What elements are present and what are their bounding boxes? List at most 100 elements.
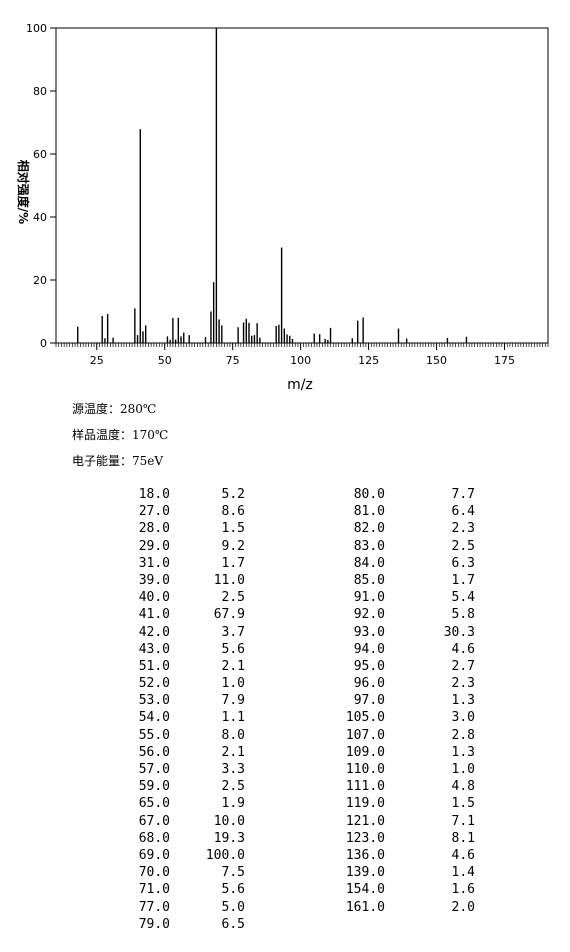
intensity-value: 3.0 bbox=[451, 710, 475, 726]
intensity-value: 67.9 bbox=[213, 607, 245, 623]
intensity-value: 1.5 bbox=[451, 796, 475, 812]
plot-frame bbox=[55, 27, 549, 344]
mz-value: 27.0 bbox=[138, 504, 170, 520]
y-tick-label: 40 bbox=[33, 211, 47, 224]
mz-value: 31.0 bbox=[138, 555, 170, 571]
intensity-value: 2.3 bbox=[451, 521, 475, 537]
mz-value: 42.0 bbox=[138, 624, 170, 640]
x-tick-label: 75 bbox=[226, 354, 240, 367]
intensity-value: 5.2 bbox=[221, 487, 245, 502]
mz-value: 41.0 bbox=[138, 607, 170, 623]
intensity-value: 1.6 bbox=[451, 882, 475, 898]
x-minor-ticks bbox=[55, 343, 549, 347]
mz-value: 96.0 bbox=[353, 676, 385, 692]
y-tick-label: 100 bbox=[26, 22, 47, 35]
mz-value: 69.0 bbox=[138, 847, 170, 863]
mz-value: 39.0 bbox=[138, 572, 170, 588]
mz-value: 110.0 bbox=[345, 762, 385, 777]
intensity-value: 1.7 bbox=[451, 572, 475, 588]
mz-value: 136.0 bbox=[345, 847, 385, 863]
intensity-value: 7.5 bbox=[221, 865, 245, 881]
mz-value: 95.0 bbox=[353, 658, 385, 674]
intensity-value: 2.3 bbox=[451, 676, 475, 692]
intensity-value: 2.0 bbox=[451, 899, 475, 915]
mz-value: 161.0 bbox=[345, 899, 385, 915]
mz-value: 28.0 bbox=[138, 521, 170, 537]
intensity-value: 1.9 bbox=[221, 796, 245, 812]
intensity-value: 1.7 bbox=[221, 555, 245, 571]
intensity-value: 2.5 bbox=[221, 590, 245, 606]
intensity-value: 7.9 bbox=[221, 693, 245, 709]
intensity-value: 7.7 bbox=[451, 487, 475, 502]
x-axis-label: m/z bbox=[287, 377, 313, 393]
mz-value: 121.0 bbox=[345, 813, 385, 829]
y-axis-ticks: 0 20 40 60 80 100 bbox=[26, 22, 56, 350]
intensity-value: 10.0 bbox=[213, 813, 245, 829]
left-mz-column: 18.0 27.0 28.0 29.0 31.0 39.0 40.0 41.0 42.0 43.0… bbox=[100, 486, 170, 933]
mz-value: 139.0 bbox=[345, 865, 385, 881]
mz-value: 43.0 bbox=[138, 641, 170, 657]
mz-value: 59.0 bbox=[138, 779, 170, 795]
mz-value: 57.0 bbox=[138, 762, 170, 777]
intensity-value: 2.1 bbox=[221, 658, 245, 674]
mz-value: 111.0 bbox=[345, 779, 385, 795]
mz-value: 82.0 bbox=[353, 521, 385, 537]
mz-value: 107.0 bbox=[345, 727, 385, 743]
x-tick-label: 25 bbox=[90, 354, 104, 367]
intensity-value: 2.7 bbox=[451, 658, 475, 674]
mz-value: 54.0 bbox=[138, 710, 170, 726]
mz-value: 71.0 bbox=[138, 882, 170, 898]
intensity-value: 9.2 bbox=[221, 538, 245, 554]
intensity-value: 4.6 bbox=[451, 641, 475, 657]
intensity-value: 2.5 bbox=[221, 779, 245, 795]
mz-value: 97.0 bbox=[353, 693, 385, 709]
intensity-value: 5.4 bbox=[451, 590, 475, 606]
mz-value: 70.0 bbox=[138, 865, 170, 881]
mz-value: 83.0 bbox=[353, 538, 385, 554]
mz-value: 77.0 bbox=[138, 899, 170, 915]
y-tick-label: 60 bbox=[33, 148, 47, 161]
y-tick-label: 80 bbox=[33, 85, 47, 98]
intensity-value: 5.6 bbox=[221, 882, 245, 898]
x-tick-label: 50 bbox=[158, 354, 172, 367]
intensity-value: 1.3 bbox=[451, 693, 475, 709]
mz-value: 51.0 bbox=[138, 658, 170, 674]
intensity-value: 5.6 bbox=[221, 641, 245, 657]
mz-value: 94.0 bbox=[353, 641, 385, 657]
spectrum-peaks bbox=[77, 28, 468, 343]
intensity-value: 6.5 bbox=[221, 916, 245, 932]
mz-value: 109.0 bbox=[345, 744, 385, 760]
right-intensity-column: 7.7 6.4 2.3 2.5 6.3 1.7 5.4 5.8 30.3 4.6 2.7 2.3 1.3… bbox=[410, 486, 475, 916]
x-tick-label: 175 bbox=[494, 354, 515, 367]
mz-value: 105.0 bbox=[345, 710, 385, 726]
mz-value: 85.0 bbox=[353, 572, 385, 588]
mz-value: 84.0 bbox=[353, 555, 385, 571]
x-axis-ticks: 25 50 75 100 125 150 175 bbox=[90, 343, 515, 367]
intensity-value: 4.8 bbox=[451, 779, 475, 795]
intensity-value: 19.3 bbox=[213, 830, 245, 846]
mz-value: 119.0 bbox=[345, 796, 385, 812]
mz-value: 79.0 bbox=[138, 916, 170, 932]
intensity-value: 2.8 bbox=[451, 727, 475, 743]
x-tick-label: 100 bbox=[290, 354, 311, 367]
x-tick-label: 150 bbox=[426, 354, 447, 367]
mz-value: 154.0 bbox=[345, 882, 385, 898]
intensity-value: 100.0 bbox=[205, 847, 245, 863]
intensity-value: 1.1 bbox=[221, 710, 245, 726]
mz-value: 68.0 bbox=[138, 830, 170, 846]
intensity-value: 7.1 bbox=[451, 813, 475, 829]
intensity-value: 8.0 bbox=[221, 727, 245, 743]
intensity-value: 1.3 bbox=[451, 744, 475, 760]
intensity-value: 5.0 bbox=[221, 899, 245, 915]
intensity-value: 6.3 bbox=[451, 555, 475, 571]
right-mz-column: 80.0 81.0 82.0 83.0 84.0 85.0 91.0 92.0 93.0 94.0… bbox=[320, 486, 385, 916]
intensity-value: 1.0 bbox=[451, 762, 475, 777]
intensity-value: 6.4 bbox=[451, 504, 475, 520]
intensity-value: 3.3 bbox=[221, 762, 245, 777]
intensity-value: 2.5 bbox=[451, 538, 475, 554]
intensity-value: 8.6 bbox=[221, 504, 245, 520]
intensity-value: 1.5 bbox=[221, 521, 245, 537]
mz-value: 123.0 bbox=[345, 830, 385, 846]
y-tick-label: 0 bbox=[40, 337, 47, 350]
sample-temperature: 样品温度：170℃ bbox=[72, 428, 169, 442]
